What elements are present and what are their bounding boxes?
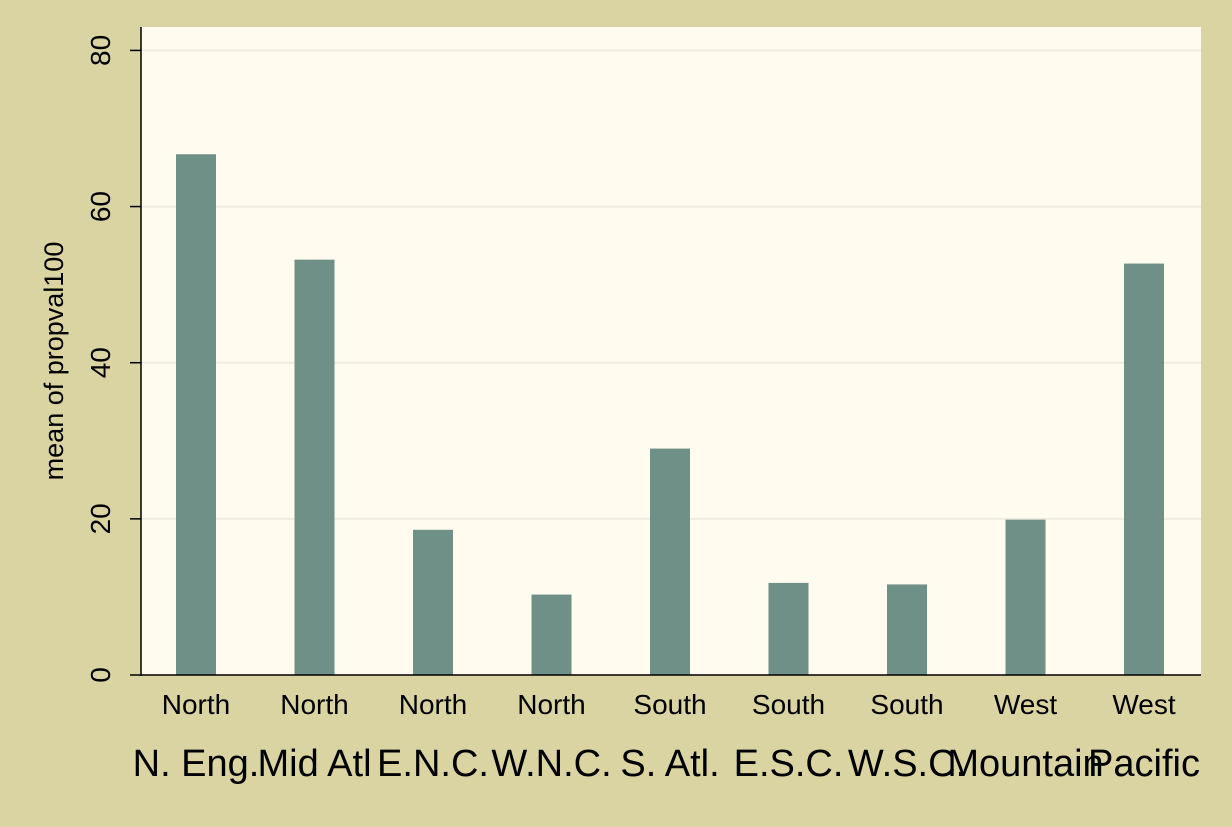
x-category-bottom-label: W.S.C. [848,743,966,785]
bar [294,259,335,675]
y-tick-label: 40 [85,347,116,378]
y-axis-label: mean of propval100 [39,242,69,481]
x-category-top-label: North [399,689,467,720]
x-category-top-label: South [752,689,825,720]
bar [887,584,927,675]
x-category-top-label: West [994,689,1057,720]
y-tick-label: 60 [85,191,116,222]
x-category-bottom-label: W.N.C. [491,743,611,785]
x-category-top-label: North [280,689,348,720]
y-tick-label: 0 [85,667,116,683]
bars [176,154,1164,676]
x-category-top-label: North [162,689,230,720]
x-category-top-label: South [870,689,943,720]
bar [1124,263,1164,675]
bar [650,448,690,675]
x-category-top-label: North [517,689,585,720]
x-category-bottom-label: N. Eng. [133,743,260,785]
bar [413,529,453,675]
bar [768,582,809,675]
x-category-top-label: West [1112,689,1175,720]
x-category-top-label: South [633,689,706,720]
x-category-bottom-label: S. Atl. [620,743,719,785]
x-category-bottom-label: Mid Atl [257,743,371,785]
y-tick-label: 20 [85,503,116,534]
y-tick-label: 80 [85,35,116,66]
x-category-labels: North N. Eng. North Mid Atl North E.N.C. North… [133,689,1200,785]
bar [1005,519,1046,675]
axes: 0 20 40 60 80 [85,27,1201,683]
x-category-bottom-label: Pacific [1088,743,1200,785]
x-category-bottom-label: Mountain [947,743,1103,785]
x-category-bottom-label: E.S.C. [734,743,844,785]
x-category-bottom-label: E.N.C. [377,743,489,785]
bar [531,594,572,675]
bar [176,154,216,676]
